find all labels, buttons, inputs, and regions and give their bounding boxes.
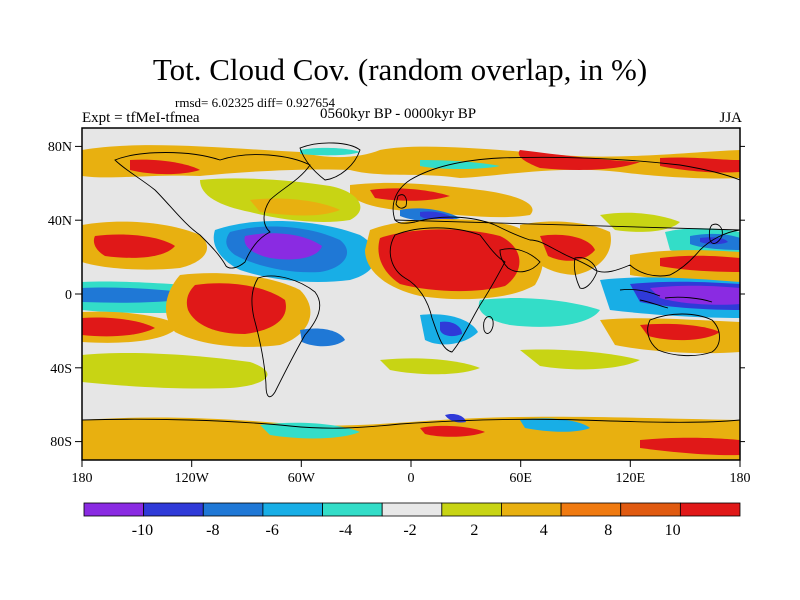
latitude-labels: 80N 40N 0 40S 80S: [48, 140, 72, 450]
coastline-indonesia: [619, 289, 713, 309]
stats-line: rmsd= 6.02325 diff= 0.927654: [175, 95, 335, 110]
coastline-eurasia: [392, 156, 740, 277]
anomaly-region: [82, 145, 740, 179]
anomaly-region: [260, 422, 360, 439]
coastline-north-america: [114, 152, 311, 269]
anomaly-region: [130, 159, 200, 175]
plot-title: Tot. Cloud Cov. (random overlap, in %): [152, 52, 648, 87]
axis-ticks: [75, 145, 745, 467]
lat-tick-label: 80N: [48, 140, 72, 155]
anomaly-region: [380, 358, 480, 375]
lon-tick-label: 180: [730, 471, 751, 486]
colorbar-label: -8: [206, 522, 219, 539]
period-label: 0560kyr BP - 0000kyr BP: [320, 106, 477, 122]
anomaly-region: [660, 255, 740, 272]
map-panel: [81, 127, 741, 461]
coastline-uk: [395, 194, 407, 209]
anomaly-region: [478, 298, 600, 327]
lon-tick-label: 120E: [616, 471, 646, 486]
anomaly-region: [520, 349, 640, 370]
coastline-africa: [389, 227, 506, 353]
lat-tick-label: 40S: [50, 362, 72, 377]
lon-tick-label: 60E: [509, 471, 532, 486]
anomaly-region: [300, 147, 360, 156]
anomaly-region: [186, 283, 286, 334]
anomaly-region: [300, 328, 345, 347]
lat-tick-label: 40N: [48, 214, 72, 229]
anomaly-region: [640, 323, 720, 341]
anomaly-region: [420, 160, 500, 169]
lon-tick-label: 180: [72, 471, 93, 486]
colorbar: -10 -8 -6 -4 -2 2 4 8 10: [83, 502, 741, 539]
anomaly-region: [370, 188, 450, 201]
anomaly-region: [640, 437, 740, 456]
anomaly-region: [520, 418, 590, 432]
coastline-arabia: [499, 248, 541, 273]
anomaly-region: [440, 321, 462, 337]
lon-tick-label: 0: [408, 471, 415, 486]
coastline-south-america: [251, 275, 321, 398]
season-label: JJA: [719, 110, 742, 126]
coastline-japan: [708, 223, 723, 244]
coastline-greenland: [299, 142, 361, 181]
anomaly-region: [378, 229, 520, 292]
colorbar-labels: -10 -8 -6 -4 -2 2 4 8 10: [132, 522, 681, 539]
colorbar-label: -2: [403, 522, 416, 539]
colorbar-swatch: [381, 502, 443, 517]
colorbar-label: 4: [540, 522, 548, 539]
anomaly-region: [420, 425, 485, 437]
colorbar-swatch: [83, 502, 145, 517]
colorbar-swatch: [143, 502, 204, 517]
colorbar-label: -6: [266, 522, 279, 539]
anomaly-region: [250, 198, 340, 216]
anomaly-region: [93, 234, 175, 258]
longitude-labels: 180 120W 60W 0 60E 120E 180: [72, 471, 751, 486]
lat-tick-label: 80S: [50, 435, 72, 450]
colorbar-swatch: [202, 502, 264, 517]
colorbar-swatches: [83, 502, 741, 517]
colorbar-label: -4: [339, 522, 352, 539]
experiment-label: Expt = tfMeI-tfmea: [82, 110, 200, 126]
coastlines: [82, 142, 740, 429]
colorbar-swatch: [620, 502, 681, 517]
colorbar-swatch: [501, 502, 562, 517]
coastline-india: [573, 257, 598, 289]
anomaly-region: [82, 352, 268, 389]
colorbar-label: 10: [665, 522, 681, 539]
colorbar-swatch: [441, 502, 502, 517]
colorbar-swatch: [560, 502, 622, 517]
colorbar-swatch: [262, 502, 323, 517]
coastline-madagascar: [483, 315, 494, 334]
anomaly-region: [540, 234, 595, 261]
colorbar-swatch: [679, 502, 741, 517]
cloud-cover-anomaly-field: [82, 145, 740, 460]
lon-tick-label: 120W: [175, 471, 210, 486]
coastline-australia: [647, 313, 720, 357]
anomaly-region: [518, 150, 640, 170]
anomaly-region: [600, 212, 680, 232]
anomaly-region: [244, 233, 322, 260]
colorbar-label: 2: [470, 522, 478, 539]
anomaly-region: [650, 285, 740, 305]
anomaly-region: [700, 237, 728, 245]
anomaly-region: [660, 157, 740, 173]
lon-tick-label: 60W: [288, 471, 316, 486]
coastline-antarctica: [82, 418, 740, 429]
lat-tick-label: 0: [65, 288, 72, 303]
colorbar-label: 8: [604, 522, 612, 539]
anomaly-region: [420, 211, 455, 221]
colorbar-label: -10: [132, 522, 153, 539]
colorbar-swatch: [322, 502, 383, 517]
anomaly-region: [82, 317, 155, 337]
